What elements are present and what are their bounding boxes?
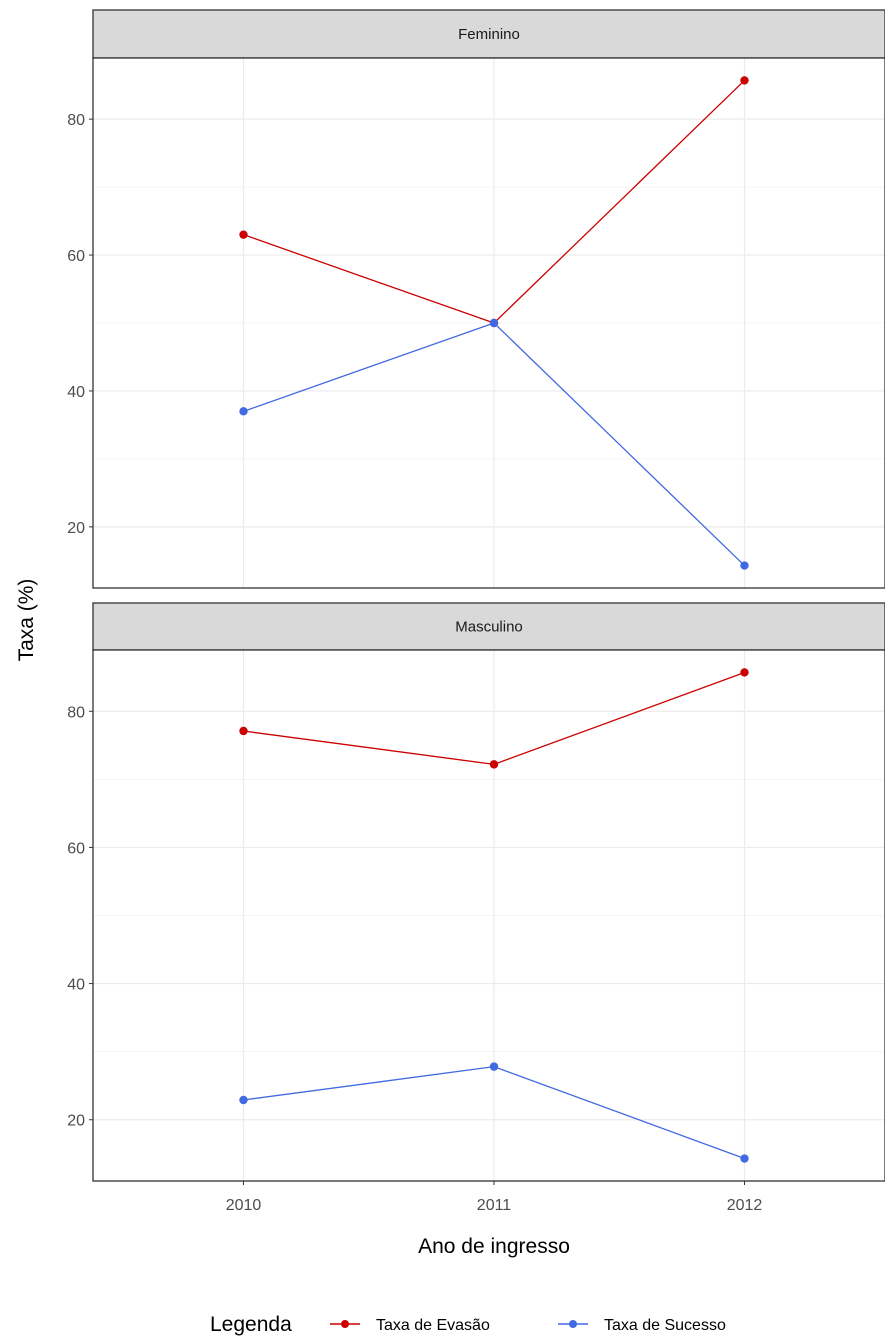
data-point (489, 318, 499, 328)
facet-strip (92, 602, 885, 651)
data-point (239, 1095, 248, 1105)
legend-key-point (341, 1320, 349, 1328)
x-tick-label: 2010 (226, 1197, 262, 1214)
x-axis-title: Ano de ingresso (418, 1235, 570, 1258)
facet-strip (92, 9, 885, 59)
panel-border (92, 649, 885, 1182)
data-point (489, 760, 499, 769)
y-tick-label: 80 (67, 704, 85, 721)
x-tick-label: 2011 (477, 1197, 512, 1214)
data-point (239, 230, 248, 239)
facet-strip-label: Feminino (458, 26, 520, 43)
panel-border (92, 57, 885, 589)
data-point (740, 668, 749, 677)
data-point (489, 1062, 499, 1071)
data-point (740, 76, 749, 85)
legend-item: Taxa de Evasão (330, 1317, 490, 1334)
y-tick-label: 60 (67, 248, 85, 265)
legend-label: Taxa de Evasão (376, 1317, 490, 1334)
y-tick-label: 40 (67, 977, 85, 994)
facet-panels: Feminino 20 40 60 80 Masculino 20 40 60 80 (67, 9, 885, 1182)
data-point (740, 1154, 749, 1163)
facet-strip-label: Masculino (455, 619, 523, 636)
legend-item: Taxa de Sucesso (558, 1317, 726, 1334)
data-point (740, 561, 749, 570)
facet-panel-feminino: Feminino 20 40 60 80 (67, 9, 885, 589)
y-axis-title: Taxa (%) (15, 579, 38, 662)
y-tick-label: 80 (67, 112, 85, 129)
data-point (239, 726, 248, 736)
legend-label: Taxa de Sucesso (604, 1317, 726, 1334)
y-tick-label: 40 (67, 384, 85, 401)
y-tick-label: 60 (67, 840, 85, 857)
y-tick-label: 20 (67, 520, 85, 537)
legend-key-point (569, 1320, 577, 1328)
legend-title: Legenda (210, 1313, 292, 1336)
x-tick-label: 2012 (727, 1197, 763, 1214)
facet-panel-masculino: Masculino 20 40 60 80 (67, 602, 885, 1182)
y-tick-label: 20 (67, 1113, 85, 1130)
legend: Taxa de Evasão Taxa de Sucesso (330, 1317, 726, 1334)
data-point (239, 407, 248, 416)
